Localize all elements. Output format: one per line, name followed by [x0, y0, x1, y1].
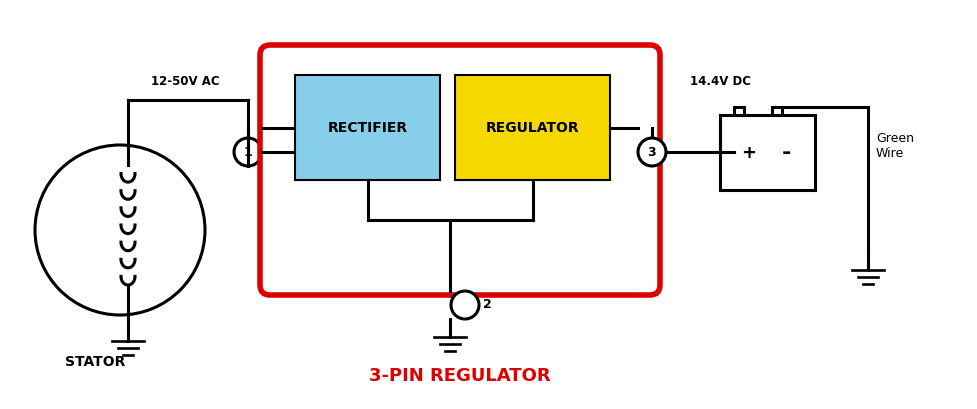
Circle shape [450, 291, 479, 319]
Text: 14.4V DC: 14.4V DC [690, 75, 750, 88]
Text: 3-PIN REGULATOR: 3-PIN REGULATOR [368, 367, 550, 385]
Text: 2: 2 [483, 299, 491, 312]
Text: RECTIFIER: RECTIFIER [327, 121, 407, 135]
Bar [771, 107, 782, 115]
Text: REGULATOR: REGULATOR [486, 121, 578, 135]
Text: 3: 3 [647, 146, 656, 159]
Text: +: + [741, 144, 755, 162]
Bar [734, 107, 743, 115]
Text: STATOR: STATOR [64, 355, 125, 369]
Text: 1: 1 [243, 146, 252, 159]
Text: Green
Wire: Green Wire [875, 132, 913, 160]
Circle shape [637, 138, 665, 166]
Text: 12-50V AC: 12-50V AC [150, 75, 219, 88]
Circle shape [234, 138, 262, 166]
FancyBboxPatch shape [260, 45, 659, 295]
Bar [454, 75, 610, 180]
Bar [719, 115, 814, 190]
Text: -: - [781, 142, 790, 162]
Bar [295, 75, 440, 180]
